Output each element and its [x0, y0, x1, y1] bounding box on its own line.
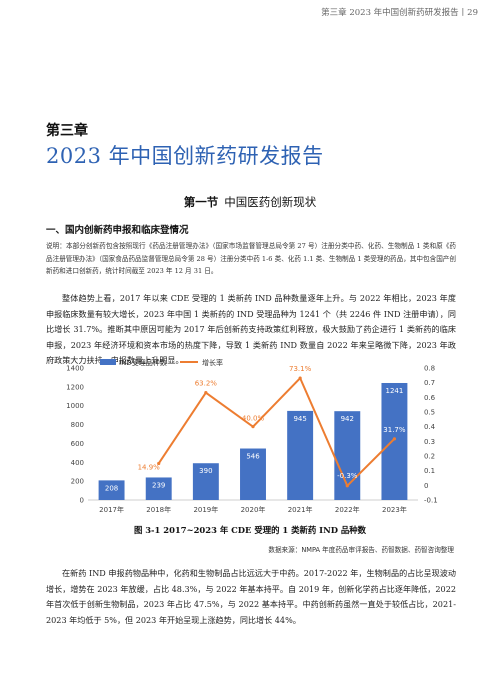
y-tick-label: 1200 — [66, 383, 84, 391]
growth-rate-line — [157, 376, 396, 488]
bar — [287, 410, 314, 500]
growth-rate-label: 14.9% — [138, 463, 161, 471]
y-tick-label: 200 — [71, 478, 84, 486]
figure-caption: 图 3-1 2017~2023 年 CDE 受理的 1 类新药 IND 品种数 — [133, 525, 367, 535]
y2-tick-label: 0.3 — [424, 438, 435, 446]
y2-tick-label: 0.4 — [424, 423, 436, 431]
explanatory-note: 说明：本部分创新药包含按照现行《药品注册管理办法》（国家市场监督管理总局令第 2… — [46, 242, 456, 276]
bar — [192, 463, 219, 500]
y2-tick-label: 0 — [424, 482, 428, 490]
bar-value-label: 942 — [341, 415, 354, 423]
legend-swatch-bars — [100, 359, 116, 365]
bar-value-label: 1241 — [386, 387, 404, 395]
growth-rate-point — [251, 425, 255, 429]
bar-value-label: 546 — [246, 453, 260, 461]
y2-tick-label: -0.1 — [424, 497, 438, 505]
bar — [145, 477, 172, 500]
bar-value-label: 239 — [152, 481, 165, 489]
y2-tick-label: 0.6 — [424, 394, 436, 402]
bar-value-label: 208 — [105, 484, 118, 492]
y-tick-label: 800 — [71, 421, 84, 429]
x-tick-label: 2021年 — [288, 505, 313, 514]
x-tick-label: 2022年 — [335, 505, 360, 514]
legend-label-bars: IND受理品种数 — [119, 358, 167, 367]
body-paragraph-2: 在新药 IND 申报药物品种中，化药和生物制品占比远远大于中药。2017-202… — [46, 568, 456, 625]
legend-label-line: 增长率 — [202, 358, 223, 367]
y-tick-label: 400 — [71, 459, 84, 467]
bar-value-label: 390 — [199, 467, 212, 475]
running-header: 第三章 2023 年中国创新药研发报告丨29 — [321, 8, 478, 18]
section-name: 中国医药创新现状 — [224, 195, 317, 209]
y-tick-label: 600 — [71, 440, 84, 448]
subsection-title: 一、国内创新药申报和临床登情况 — [46, 225, 189, 236]
y-tick-label: 1400 — [66, 365, 84, 373]
y2-tick-label: 0.1 — [424, 467, 435, 475]
y2-tick-label: 0.2 — [424, 453, 435, 461]
y2-tick-label: 0.5 — [424, 409, 435, 417]
growth-rate-point — [204, 391, 208, 395]
chart-svg: 0 200 400 600 800 1000 1200 1400 -0.1 0 0.1 0.2 0.3 0… — [66, 358, 438, 514]
growth-rate-point — [157, 461, 161, 466]
growth-rate-label: 40.0% — [242, 415, 265, 423]
growth-rate-point — [345, 484, 349, 488]
bar — [240, 448, 266, 500]
growth-rate-label: 63.2% — [195, 380, 218, 388]
growth-rate-point — [392, 437, 397, 441]
figure-source: 数据来源：NMPA 年度药品审评报告、药智数据、药智咨询整理 — [268, 546, 454, 554]
growth-rate-label: -0.3% — [337, 472, 358, 480]
bar-value-label: 945 — [293, 415, 306, 423]
chapter-label: 第三章 — [46, 123, 88, 139]
chapter-title: 2023 年中国创新药研发报告 — [46, 144, 324, 168]
bar — [98, 480, 125, 500]
x-tick-label: 2019年 — [193, 505, 218, 514]
y2-tick-label: 0.8 — [424, 365, 435, 373]
growth-rate-label: 73.1% — [289, 365, 312, 373]
ind-chart: 0 200 400 600 800 1000 1200 1400 -0.1 0 0.1 0.2 0.3 0… — [52, 358, 454, 522]
page-header: 第三章 2023 年中国创新药研发报告丨29 — [0, 0, 500, 26]
x-tick-label: 2023年 — [382, 505, 407, 514]
x-tick-label: 2018年 — [146, 505, 171, 514]
y-tick-label: 1000 — [66, 402, 84, 410]
x-tick-label: 2017年 — [99, 505, 124, 514]
y-tick-label: 0 — [80, 497, 84, 505]
section-number: 第一节 — [183, 195, 219, 209]
section-title: 第一节 中国医药创新现状 — [0, 194, 500, 210]
x-tick-label: 2020年 — [241, 505, 266, 514]
growth-rate-label: 31.7% — [383, 426, 406, 434]
bar — [381, 382, 408, 500]
y2-tick-label: 0.7 — [424, 379, 435, 387]
growth-rate-point — [298, 376, 302, 380]
